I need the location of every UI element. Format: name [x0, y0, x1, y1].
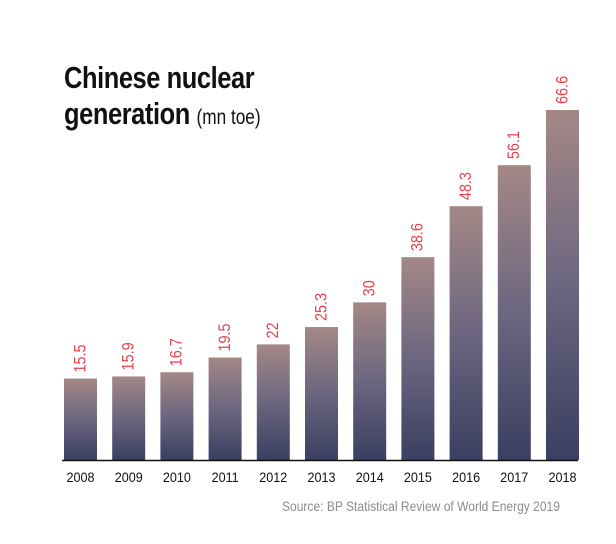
x-tick-2018: 2018 [549, 469, 577, 485]
x-tick-2012: 2012 [259, 469, 287, 485]
value-label-2008: 15.5 [71, 344, 89, 372]
bar-2014 [353, 302, 387, 460]
value-label-2012: 22 [264, 322, 282, 338]
x-tick-2014: 2014 [356, 469, 384, 485]
value-label-2017: 56.1 [505, 131, 523, 159]
value-labels-group: 15.5 15.9 16.7 19.5 22 25.3 30 38.6 48.3 56.1 66.6 [71, 76, 571, 373]
value-label-2010: 16.7 [168, 338, 186, 366]
bar-2011 [208, 357, 242, 460]
value-label-2014: 30 [361, 280, 379, 296]
chart-unit: (mn toe) [196, 106, 261, 129]
bar-2016 [449, 206, 483, 460]
bars-group [64, 110, 579, 460]
x-tick-2011: 2011 [212, 469, 239, 485]
x-tick-2016: 2016 [452, 469, 480, 485]
x-tick-2017: 2017 [500, 469, 528, 485]
value-label-2009: 15.9 [120, 342, 138, 370]
x-tick-labels-group: 2008 2009 2010 2011 2012 2013 2014 2015 2016 2017… [67, 469, 577, 485]
value-label-2018: 66.6 [553, 76, 571, 104]
bar-2010 [160, 372, 194, 460]
x-tick-2013: 2013 [308, 469, 336, 485]
bar-2018 [546, 110, 579, 460]
x-tick-2010: 2010 [163, 469, 191, 485]
x-tick-2015: 2015 [404, 469, 432, 485]
bar-2012 [256, 344, 290, 460]
value-label-2013: 25.3 [312, 293, 330, 321]
bar-2017 [497, 165, 531, 460]
chart-title-line1: Chinese nuclear [64, 60, 255, 95]
bar-2015 [401, 257, 435, 460]
chart-title-line2: generation [64, 96, 190, 131]
source-note: Source: BP Statistical Review of World E… [282, 498, 560, 514]
bar-2013 [305, 327, 338, 460]
bar-2008 [64, 378, 97, 460]
x-tick-2009: 2009 [115, 469, 143, 485]
bar-2009 [112, 376, 146, 460]
x-tick-2008: 2008 [67, 469, 95, 485]
value-label-2011: 19.5 [216, 323, 234, 351]
value-label-2015: 38.6 [409, 223, 427, 251]
value-label-2016: 48.3 [457, 172, 475, 200]
chart-title: Chinese nuclear generation (mn toe) [64, 60, 261, 136]
